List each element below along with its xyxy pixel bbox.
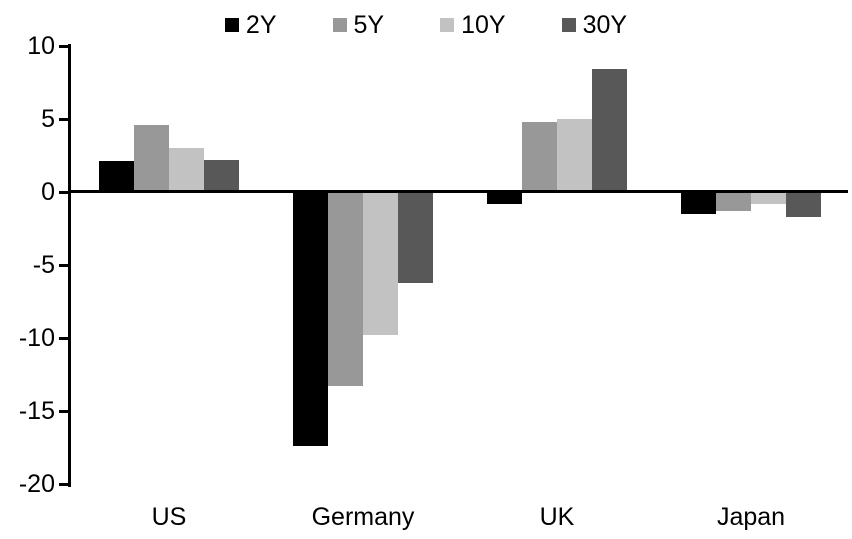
- y-tick-label: -15: [18, 397, 55, 425]
- zero-baseline: [68, 190, 848, 193]
- legend-swatch-icon: [224, 18, 239, 32]
- y-axis-line: [68, 44, 71, 487]
- bar-2y-uk: [487, 192, 522, 204]
- y-tick-mark: [59, 117, 69, 121]
- legend-swatch-icon: [332, 18, 347, 32]
- y-tick-label: -5: [32, 251, 55, 279]
- bar-10y-japan: [751, 192, 786, 204]
- bar-30y-germany: [398, 192, 433, 283]
- y-tick-label: 0: [41, 178, 55, 206]
- x-category-label: Japan: [716, 503, 786, 531]
- bar-10y-uk: [557, 119, 592, 192]
- bar-5y-germany: [328, 192, 363, 387]
- y-tick-mark: [59, 190, 69, 194]
- y-tick-mark: [59, 336, 69, 340]
- bar-30y-uk: [592, 69, 627, 192]
- bar-10y-germany: [363, 192, 398, 336]
- y-tick-label: -10: [18, 324, 55, 352]
- y-tick-label: 5: [41, 105, 55, 133]
- legend-label: 30Y: [582, 11, 628, 39]
- bar-2y-us: [99, 161, 134, 192]
- y-tick-label: -20: [18, 470, 55, 498]
- legend-swatch-icon: [440, 18, 455, 32]
- y-tick-mark: [59, 44, 69, 48]
- y-tick-mark: [59, 482, 69, 486]
- bar-2y-germany: [293, 192, 328, 447]
- y-tick-mark: [59, 263, 69, 267]
- legend-item-30y: 30Y: [561, 10, 628, 40]
- legend-label: 10Y: [461, 11, 506, 39]
- bar-5y-us: [134, 124, 169, 192]
- legend-swatch-icon: [561, 18, 576, 32]
- bar-2y-japan: [681, 192, 716, 214]
- bar-5y-japan: [716, 192, 751, 211]
- y-tick-mark: [59, 409, 69, 413]
- bar-30y-japan: [786, 192, 821, 217]
- bar-30y-us: [204, 159, 239, 192]
- bar-10y-us: [169, 148, 204, 192]
- legend-item-2y: 2Y: [224, 10, 277, 40]
- y-tick-label: 10: [27, 32, 55, 60]
- x-category-label: UK: [539, 503, 575, 531]
- chart-legend: 2Y 5Y 10Y 30Y: [0, 10, 852, 40]
- legend-item-10y: 10Y: [440, 10, 506, 40]
- bar-5y-uk: [522, 121, 557, 192]
- legend-item-5y: 5Y: [332, 10, 385, 40]
- legend-label: 5Y: [353, 11, 385, 39]
- legend-label: 2Y: [245, 11, 277, 39]
- x-category-label: US: [151, 503, 187, 531]
- x-category-label: Germany: [311, 503, 415, 531]
